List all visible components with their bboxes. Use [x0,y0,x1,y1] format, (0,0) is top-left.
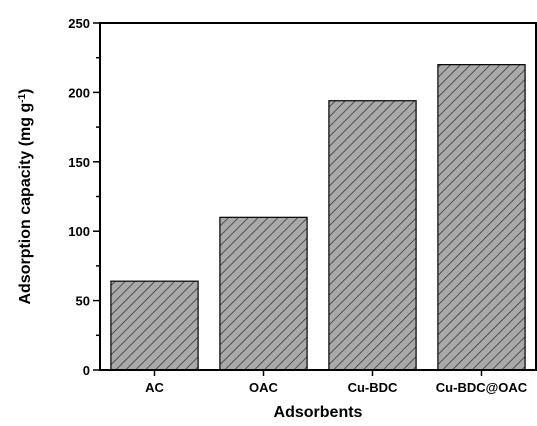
y-tick-label: 100 [68,224,90,239]
y-tick-label: 150 [68,155,90,170]
y-axis-title: Adsorption capacity (mg g-1) [17,88,35,304]
y-axis-title-main: Adsorption capacity (mg g [17,103,34,305]
y-tick-label: 200 [68,85,90,100]
y-tick-label: 50 [76,294,90,309]
y-tick-label: 250 [68,16,90,31]
y-axis-title-closing: ) [17,88,34,93]
bar-cu-bdc [328,100,417,371]
y-tick-label: 0 [83,363,90,378]
x-axis-title: Adsorbents [274,404,363,421]
bar-cu-bdc-oac [437,64,526,371]
x-axis-ticks: AC OAC Cu-BDC Cu-BDC@OAC [145,370,528,395]
x-tick-label: AC [145,380,164,395]
x-tick-label: Cu-BDC@OAC [436,380,528,395]
plot-frame [99,22,537,371]
x-tick-label: Cu-BDC [348,380,398,395]
y-axis-title-superscript: -1 [17,93,28,102]
x-tick-label: OAC [249,380,279,395]
bar-oac [219,216,308,371]
bar-ac [110,280,199,371]
bars [110,64,526,371]
y-axis-ticks: 0 50 100 150 200 250 [68,16,100,378]
